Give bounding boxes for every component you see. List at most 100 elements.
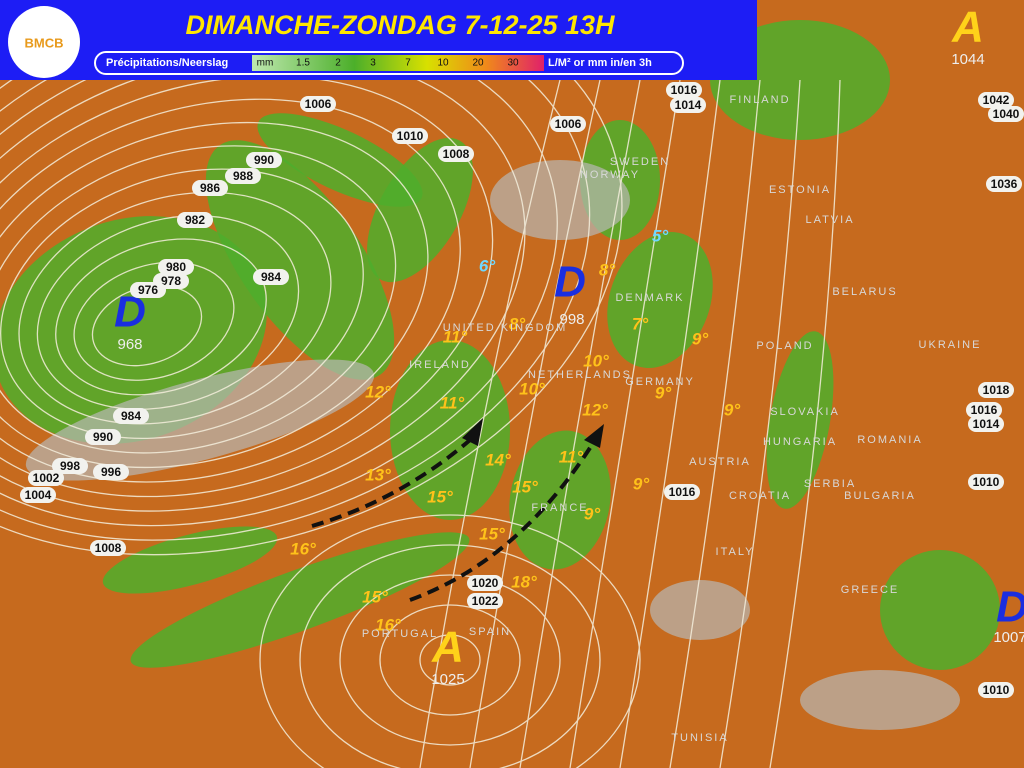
isobar-label: 976 (138, 283, 158, 297)
isobar-label-box (20, 487, 56, 503)
temperature: 7° (632, 314, 648, 333)
isobar-label: 996 (101, 465, 121, 479)
isobar-label: 1016 (669, 485, 696, 499)
legend-tick: 10 (437, 58, 449, 69)
isobar-label-box (670, 97, 706, 113)
country-label: UKRAINE (919, 339, 982, 351)
isobar-label-box (158, 259, 194, 275)
legend-scale (252, 55, 544, 71)
isobar-label: 990 (254, 153, 274, 167)
isobar-label: 984 (261, 270, 281, 284)
center-value: 1044 (951, 51, 984, 68)
cloud-area (25, 359, 375, 481)
isobar-label-box (467, 575, 503, 591)
isobar (0, 145, 397, 454)
legend-tick: 2 (335, 58, 341, 69)
isobar (18, 191, 332, 425)
isobar-label-box (177, 212, 213, 228)
isobar (0, 168, 364, 440)
isobar (36, 215, 300, 410)
country-label: SWEDEN (610, 156, 670, 168)
isobar-label: 986 (200, 181, 220, 195)
legend-tick: 1.5 (296, 58, 310, 69)
country-label: DENMARK (615, 292, 684, 304)
isobar-label-box (978, 682, 1014, 698)
country-label: SPAIN (469, 626, 511, 638)
arrow (311, 438, 472, 528)
arrow-head (462, 418, 483, 446)
country-label: FRANCE (531, 502, 588, 514)
isobar-label: 1016 (971, 403, 998, 417)
isobar-label: 1010 (983, 683, 1010, 697)
country-label: UNITED KINGDOM (443, 322, 568, 334)
cloud-area (800, 670, 960, 730)
isobar-label-box (28, 470, 64, 486)
isobar-label: 982 (185, 213, 205, 227)
isobar (769, 79, 841, 768)
legend-label: Précipitations/Neerslag (106, 57, 228, 69)
temperature: 15° (362, 587, 388, 606)
isobar-label-box (130, 282, 166, 298)
country-label: POLAND (756, 340, 813, 352)
arrow-heads (462, 418, 604, 448)
isobar-label: 984 (121, 409, 141, 423)
country-label: ITALY (716, 546, 755, 558)
isobar (669, 79, 761, 768)
isobar-label: 1022 (472, 594, 499, 608)
temperature: 6° (479, 256, 495, 275)
isobar-label-box (300, 96, 336, 112)
isobar-label: 1010 (397, 129, 424, 143)
temperature: 11° (559, 447, 584, 466)
isobar (419, 634, 481, 686)
isobar-label-box (85, 429, 121, 445)
isobar (619, 79, 721, 768)
isobar-label: 990 (93, 430, 113, 444)
isobar-label-box (966, 402, 1002, 418)
rain-area (257, 113, 423, 207)
logo (8, 6, 80, 78)
isobar-label-box (968, 474, 1004, 490)
isobar-label-box (438, 146, 474, 162)
legend-suffix: L/M² or mm in/en 3h (548, 57, 652, 69)
isobar (299, 544, 601, 768)
isobar (259, 514, 641, 768)
country-label: SERBIA (804, 478, 856, 490)
isobar (0, 75, 494, 498)
isobar (469, 79, 601, 768)
arrows (311, 438, 597, 602)
isobar-label: 1014 (973, 417, 1000, 431)
temperature: 14° (485, 450, 511, 469)
isobar (419, 79, 561, 768)
country-label: SLOVAKIA (770, 406, 840, 418)
arrow (409, 438, 597, 602)
country-label: BELARUS (832, 286, 897, 298)
logo-text: BMCB (25, 35, 64, 50)
isobar-label-box (666, 82, 702, 98)
temperature: 13° (365, 465, 391, 484)
temperature: 9° (692, 329, 708, 348)
isobar (519, 79, 641, 768)
country-label: AUSTRIA (689, 456, 751, 468)
labels: D968D998A1044A1025D100710061010100810069… (20, 3, 1024, 744)
temperature: 15° (479, 524, 505, 543)
country-label: HUNGARIA (763, 436, 837, 448)
country-label: ROMANIA (857, 434, 922, 446)
isobar-label-box (90, 540, 126, 556)
center-value: 1025 (431, 671, 464, 688)
temperature: 12° (365, 382, 391, 401)
isobar-label: 1006 (305, 97, 332, 111)
legend-unit: mm (257, 58, 274, 69)
country-label: FINLAND (729, 94, 790, 106)
center-symbol: A (951, 3, 984, 52)
isobar (0, 121, 429, 469)
temperature: 16° (290, 539, 316, 558)
isobar-label: 1040 (993, 107, 1020, 121)
isobar-label-box (978, 382, 1014, 398)
legend-tick: 3 (370, 58, 376, 69)
country-label: LATVIA (805, 214, 854, 226)
rain-area (130, 532, 470, 668)
isobar-label-box (113, 408, 149, 424)
temperature: 12° (582, 400, 608, 419)
legend-tick: 7 (405, 58, 411, 69)
